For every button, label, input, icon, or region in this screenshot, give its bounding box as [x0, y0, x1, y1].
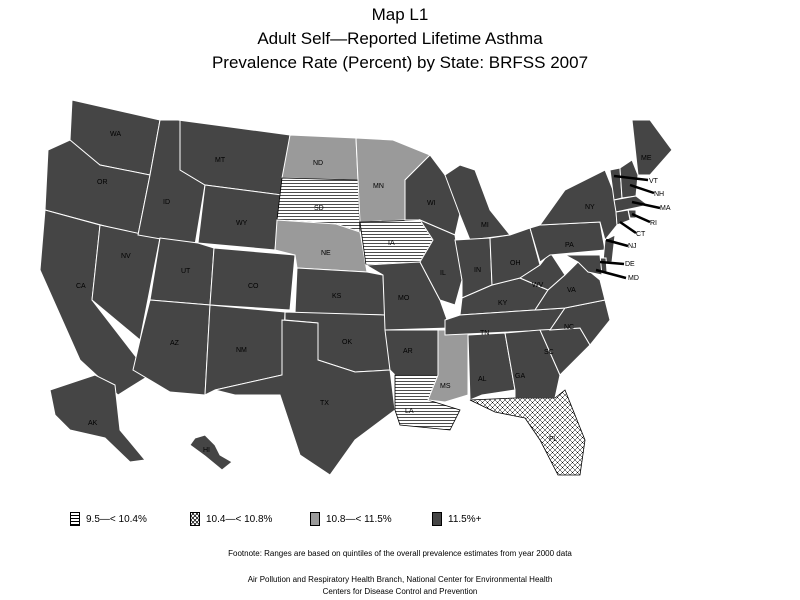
legend-swatch-1 [70, 512, 80, 526]
state-ks [294, 267, 386, 316]
state-nd [281, 134, 359, 181]
state-label-ok: OK [342, 339, 352, 346]
state-label-nm: NM [236, 347, 247, 354]
legend-swatch-2 [190, 512, 200, 526]
state-label-nh: NH [654, 191, 664, 198]
state-label-ak: AK [88, 420, 98, 427]
legend-swatch-3 [310, 512, 320, 526]
state-label-ma: MA [660, 205, 671, 212]
state-label-nc: NC [564, 324, 574, 331]
state-hi [189, 434, 233, 471]
footnote: Footnote: Ranges are based on quintiles … [228, 549, 572, 558]
state-label-ri: RI [650, 220, 657, 227]
state-ct [615, 209, 631, 226]
state-wy [197, 184, 283, 251]
state-label-ar: AR [403, 348, 413, 355]
state-label-mt: MT [215, 157, 226, 164]
state-label-de: DE [625, 261, 635, 268]
legend-item-3: 10.8—< 11.5% [310, 512, 392, 526]
state-al [467, 332, 516, 401]
state-label-ga: GA [515, 373, 525, 380]
state-label-sd: SD [314, 205, 324, 212]
source-agency: Centers for Disease Control and Preventi… [322, 587, 478, 596]
state-label-wi: WI [427, 200, 436, 207]
state-label-leaders [595, 174, 661, 280]
state-ar [384, 329, 446, 376]
state-label-wa: WA [110, 131, 121, 138]
state-label-il: IL [440, 270, 446, 277]
state-label-wv: WV [532, 282, 544, 289]
state-label-co: CO [248, 283, 259, 290]
state-label-mi: MI [481, 222, 489, 229]
us-state-map: WA OR CA NV ID MT WY UT CO AZ NM ND SD N… [39, 99, 673, 476]
state-me [631, 119, 673, 176]
legend-label-2: 10.4—< 10.8% [206, 513, 273, 525]
state-label-wy: WY [236, 220, 248, 227]
state-fl [469, 389, 586, 476]
source-credit: Air Pollution and Respiratory Health Bra… [247, 575, 553, 584]
state-label-hi: HI [203, 447, 210, 454]
state-label-al: AL [478, 376, 487, 383]
state-label-md: MD [628, 275, 639, 282]
state-label-in: IN [474, 267, 481, 274]
state-label-ne: NE [321, 250, 331, 257]
state-label-mn: MN [373, 183, 384, 190]
state-label-nv: NV [121, 253, 131, 260]
state-wi [404, 154, 463, 236]
state-label-ut: UT [181, 268, 191, 275]
state-label-or: OR [97, 179, 108, 186]
state-md [564, 254, 603, 276]
legend-label-1: 9.5—< 10.4% [86, 513, 147, 525]
legend-label-3: 10.8—< 11.5% [326, 513, 392, 525]
state-ak [49, 374, 146, 463]
legend-swatch-4 [432, 512, 442, 526]
state-label-id: ID [163, 199, 170, 206]
state-label-pa: PA [565, 242, 574, 249]
state-label-ia: IA [388, 240, 395, 247]
state-label-vt: VT [649, 178, 659, 185]
state-label-nj: NJ [628, 243, 637, 250]
state-label-oh: OH [510, 260, 521, 267]
state-mi [444, 164, 511, 241]
state-label-la: LA [405, 408, 414, 415]
state-label-tn: TN [480, 330, 489, 337]
state-label-sc: SC [544, 349, 554, 356]
state-label-ca: CA [76, 283, 86, 290]
state-label-me: ME [641, 155, 652, 162]
state-label-az: AZ [170, 340, 180, 347]
state-label-mo: MO [398, 295, 410, 302]
state-tx [214, 319, 396, 476]
legend: 9.5—< 10.4% 10.4—< 10.8% 10.8—< 11.5% 11… [0, 512, 800, 532]
map-subtitle: Adult Self—Reported Lifetime Asthma [257, 29, 543, 48]
state-label-ny: NY [585, 204, 595, 211]
state-co [209, 247, 296, 311]
map-title: Map L1 [371, 5, 429, 24]
state-label-va: VA [567, 287, 576, 294]
map-subtitle-2: Prevalence Rate (Percent) by State: BRFS… [211, 53, 589, 72]
legend-item-1: 9.5—< 10.4% [70, 512, 147, 526]
legend-item-2: 10.4—< 10.8% [190, 512, 272, 526]
state-label-tx: TX [320, 400, 329, 407]
state-label-fl: FL [549, 436, 557, 443]
state-wv [518, 251, 566, 291]
legend-label-4: 11.5%+ [448, 513, 482, 525]
state-label-ct: CT [636, 231, 646, 238]
state-label-ky: KY [498, 300, 508, 307]
legend-item-4: 11.5%+ [432, 512, 481, 526]
state-label-nd: ND [313, 160, 323, 167]
state-ma [613, 195, 650, 213]
state-label-ms: MS [440, 383, 451, 390]
state-label-ks: KS [332, 293, 342, 300]
